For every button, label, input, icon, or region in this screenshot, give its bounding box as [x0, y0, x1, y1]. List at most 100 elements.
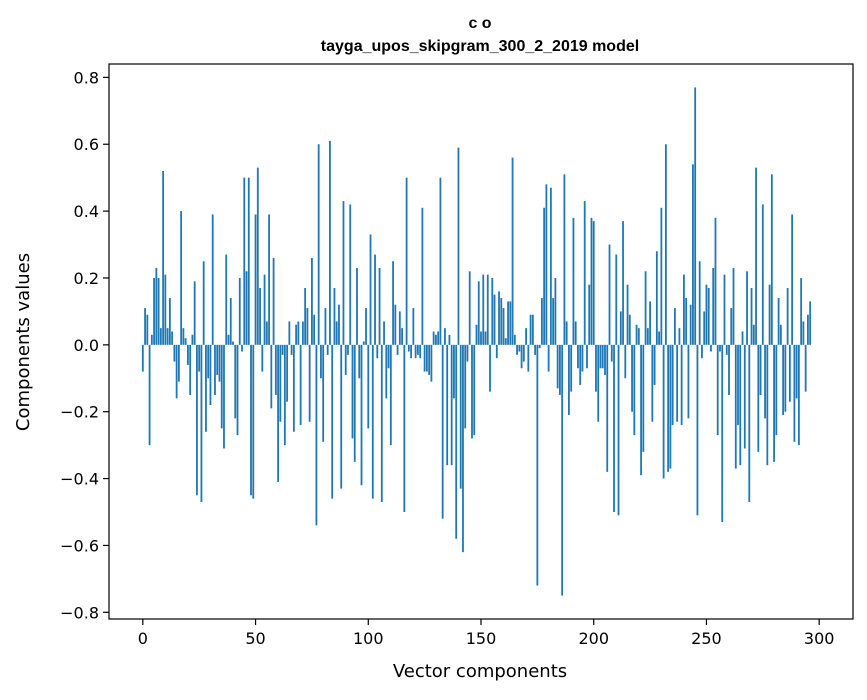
x-tick-label: 50	[245, 629, 265, 648]
chart-title: c o	[468, 15, 491, 32]
bar	[559, 344, 561, 395]
bar	[649, 301, 651, 345]
bar	[473, 344, 476, 436]
bar	[669, 344, 672, 469]
bar	[401, 328, 403, 345]
bar	[322, 344, 325, 442]
bar	[599, 344, 602, 369]
bar	[295, 324, 298, 345]
bar	[617, 344, 620, 516]
x-tick-label: 0	[138, 629, 148, 648]
bar	[730, 308, 733, 345]
bar	[335, 321, 338, 345]
bar	[371, 344, 374, 499]
bar	[570, 344, 573, 392]
bar	[777, 298, 780, 345]
bar	[205, 344, 207, 432]
bar	[590, 217, 593, 345]
bar	[536, 344, 539, 586]
bar	[394, 304, 397, 345]
bar	[419, 344, 422, 359]
bar	[342, 201, 345, 345]
bar	[374, 254, 376, 345]
bar	[484, 331, 487, 345]
x-tick-label: 200	[578, 629, 609, 648]
bar	[333, 288, 336, 345]
bar	[329, 140, 331, 345]
bar	[268, 214, 270, 345]
bar	[265, 321, 268, 345]
bar	[750, 288, 753, 345]
bar	[202, 261, 205, 345]
bar	[272, 257, 275, 345]
bar	[689, 304, 692, 345]
bar	[608, 244, 611, 345]
bar	[664, 144, 667, 345]
bar	[592, 221, 595, 345]
bar	[491, 277, 494, 345]
bar	[755, 167, 757, 345]
bar	[414, 344, 417, 359]
bar	[220, 344, 223, 429]
bar	[313, 314, 316, 345]
bar	[378, 267, 381, 345]
y-tick-label: −0.2	[60, 403, 99, 422]
bar	[187, 344, 189, 365]
bar	[405, 177, 408, 345]
bar	[628, 314, 631, 345]
bar	[175, 344, 178, 399]
bar	[410, 344, 413, 359]
bar	[238, 277, 241, 345]
bar	[358, 344, 361, 379]
bar	[245, 271, 248, 345]
bar	[651, 344, 654, 422]
bar	[459, 344, 462, 489]
bar	[477, 281, 480, 345]
bar	[360, 344, 363, 486]
bar	[583, 201, 586, 345]
bar	[157, 277, 160, 345]
bar	[495, 344, 498, 359]
bar	[184, 338, 187, 345]
bar	[586, 344, 588, 369]
bar	[525, 328, 527, 345]
bar	[193, 281, 196, 345]
bar	[561, 344, 564, 596]
bar	[685, 298, 688, 345]
bar	[694, 87, 697, 345]
bar	[678, 328, 681, 345]
bar	[719, 344, 721, 352]
bar	[146, 314, 149, 345]
bar	[380, 344, 383, 502]
y-tick-label: 0.4	[74, 202, 99, 221]
bar	[540, 298, 543, 345]
bar	[344, 344, 347, 375]
bar	[148, 344, 151, 446]
bar	[439, 177, 442, 345]
bar	[522, 344, 525, 362]
bar	[198, 344, 201, 372]
bar	[340, 344, 343, 489]
bar	[784, 344, 787, 412]
bar	[563, 174, 566, 345]
bar	[392, 261, 394, 345]
bars-group	[141, 87, 812, 596]
bar	[173, 344, 176, 362]
x-tick-label: 100	[353, 629, 384, 648]
bar	[446, 344, 449, 466]
bar	[737, 344, 739, 426]
bar	[604, 344, 606, 375]
bar	[568, 344, 570, 416]
bar	[741, 331, 744, 345]
y-tick-label: −0.6	[60, 536, 99, 555]
bar	[234, 344, 237, 419]
bar	[200, 344, 203, 502]
bar	[728, 344, 730, 395]
bar	[385, 344, 388, 399]
bar	[450, 344, 453, 466]
bar	[692, 164, 694, 345]
bar	[527, 344, 530, 372]
bar	[331, 344, 334, 499]
bar	[493, 294, 496, 345]
